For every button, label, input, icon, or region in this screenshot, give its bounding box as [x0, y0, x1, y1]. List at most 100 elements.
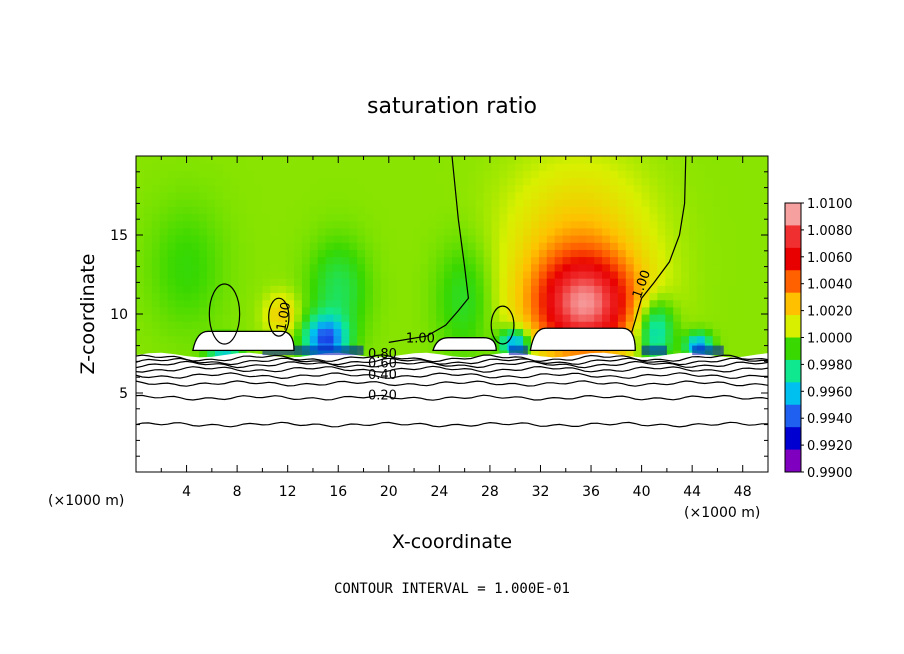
field-cell: [436, 163, 445, 171]
field-cell: [143, 292, 153, 301]
field-cell: [175, 235, 184, 243]
field-cell: [760, 184, 768, 193]
field-cell: [333, 213, 342, 222]
field-cell: [436, 220, 445, 229]
field-cell: [459, 314, 469, 322]
field-cell: [278, 278, 287, 286]
field-cell: [594, 177, 603, 186]
field-cell: [183, 213, 192, 222]
field-cell: [333, 235, 342, 243]
field-cell: [412, 270, 421, 279]
field-cell: [365, 177, 374, 186]
field-cell: [222, 163, 232, 171]
field-cell: [673, 199, 682, 207]
field-cell: [262, 156, 271, 164]
field-cell: [428, 335, 437, 344]
field-cell: [136, 314, 145, 322]
field-cell: [760, 227, 768, 236]
field-cell: [254, 156, 263, 164]
field-cell: [720, 199, 730, 207]
field-cell: [578, 170, 587, 179]
field-cell: [586, 278, 595, 286]
field-cell: [728, 227, 737, 236]
field-cell: [136, 156, 145, 164]
field-cell: [744, 299, 753, 308]
field-cell: [365, 220, 374, 229]
field-cell: [278, 177, 287, 186]
field-cell: [633, 199, 643, 207]
field-cell: [610, 321, 619, 329]
field-cell: [744, 177, 753, 186]
field-cell: [689, 328, 698, 337]
field-cell: [704, 314, 714, 322]
field-cell: [396, 220, 406, 229]
field-cell: [665, 263, 674, 272]
field-cell: [317, 249, 327, 258]
field-cell: [507, 278, 516, 286]
field-cell: [689, 213, 698, 222]
x-tick-label: 48: [734, 484, 752, 500]
field-cell: [736, 213, 745, 222]
field-cell: [475, 349, 485, 358]
field-cell: [475, 191, 485, 200]
field-cell: [625, 170, 635, 179]
field-cell: [136, 292, 145, 301]
field-cell: [309, 285, 319, 294]
field-cell: [349, 227, 358, 236]
field-cell: [388, 235, 398, 243]
field-cell: [467, 235, 477, 243]
field-cell: [167, 285, 177, 294]
field-cell: [333, 292, 342, 301]
field-cell: [136, 285, 145, 294]
field-cell: [309, 177, 319, 186]
field-cell: [736, 242, 745, 250]
cloud-base-band: [641, 345, 667, 356]
field-cell: [594, 156, 603, 164]
field-cell: [325, 249, 335, 258]
field-cell: [349, 184, 358, 193]
field-cell: [325, 242, 335, 250]
field-cell: [610, 199, 619, 207]
field-cell: [744, 292, 753, 301]
field-cell: [222, 206, 232, 215]
field-cell: [199, 299, 208, 308]
field-cell: [657, 184, 666, 193]
field-cell: [436, 156, 445, 164]
field-cell: [712, 328, 722, 337]
field-cell: [199, 213, 208, 222]
field-cell: [499, 163, 508, 171]
field-cell: [222, 177, 232, 186]
field-cell: [388, 170, 398, 179]
field-cell: [649, 249, 658, 258]
field-cell: [191, 321, 200, 329]
field-cell: [436, 299, 445, 308]
field-cell: [546, 349, 556, 358]
field-cell: [641, 292, 651, 301]
field-cell: [254, 227, 263, 236]
field-cell: [760, 220, 768, 229]
field-cell: [270, 199, 279, 207]
field-cell: [467, 170, 477, 179]
field-cell: [286, 314, 295, 322]
field-cell: [404, 321, 414, 329]
field-cell: [625, 349, 635, 358]
field-cell: [673, 220, 682, 229]
field-cell: [712, 206, 722, 215]
field-cell: [578, 321, 587, 329]
field-cell: [159, 299, 169, 308]
x-axis-label: X-coordinate: [392, 531, 512, 553]
field-cell: [396, 278, 406, 286]
field-cell: [475, 206, 485, 215]
field-cell: [175, 349, 184, 358]
field-cell: [175, 199, 184, 207]
field-cell: [657, 235, 666, 243]
field-cell: [633, 342, 643, 351]
field-cell: [199, 306, 208, 315]
field-cell: [578, 270, 587, 279]
field-cell: [562, 170, 572, 179]
field-cell: [554, 270, 564, 279]
field-cell: [262, 235, 271, 243]
field-cell: [396, 328, 406, 337]
field-cell: [357, 299, 366, 308]
field-cell: [760, 249, 768, 258]
